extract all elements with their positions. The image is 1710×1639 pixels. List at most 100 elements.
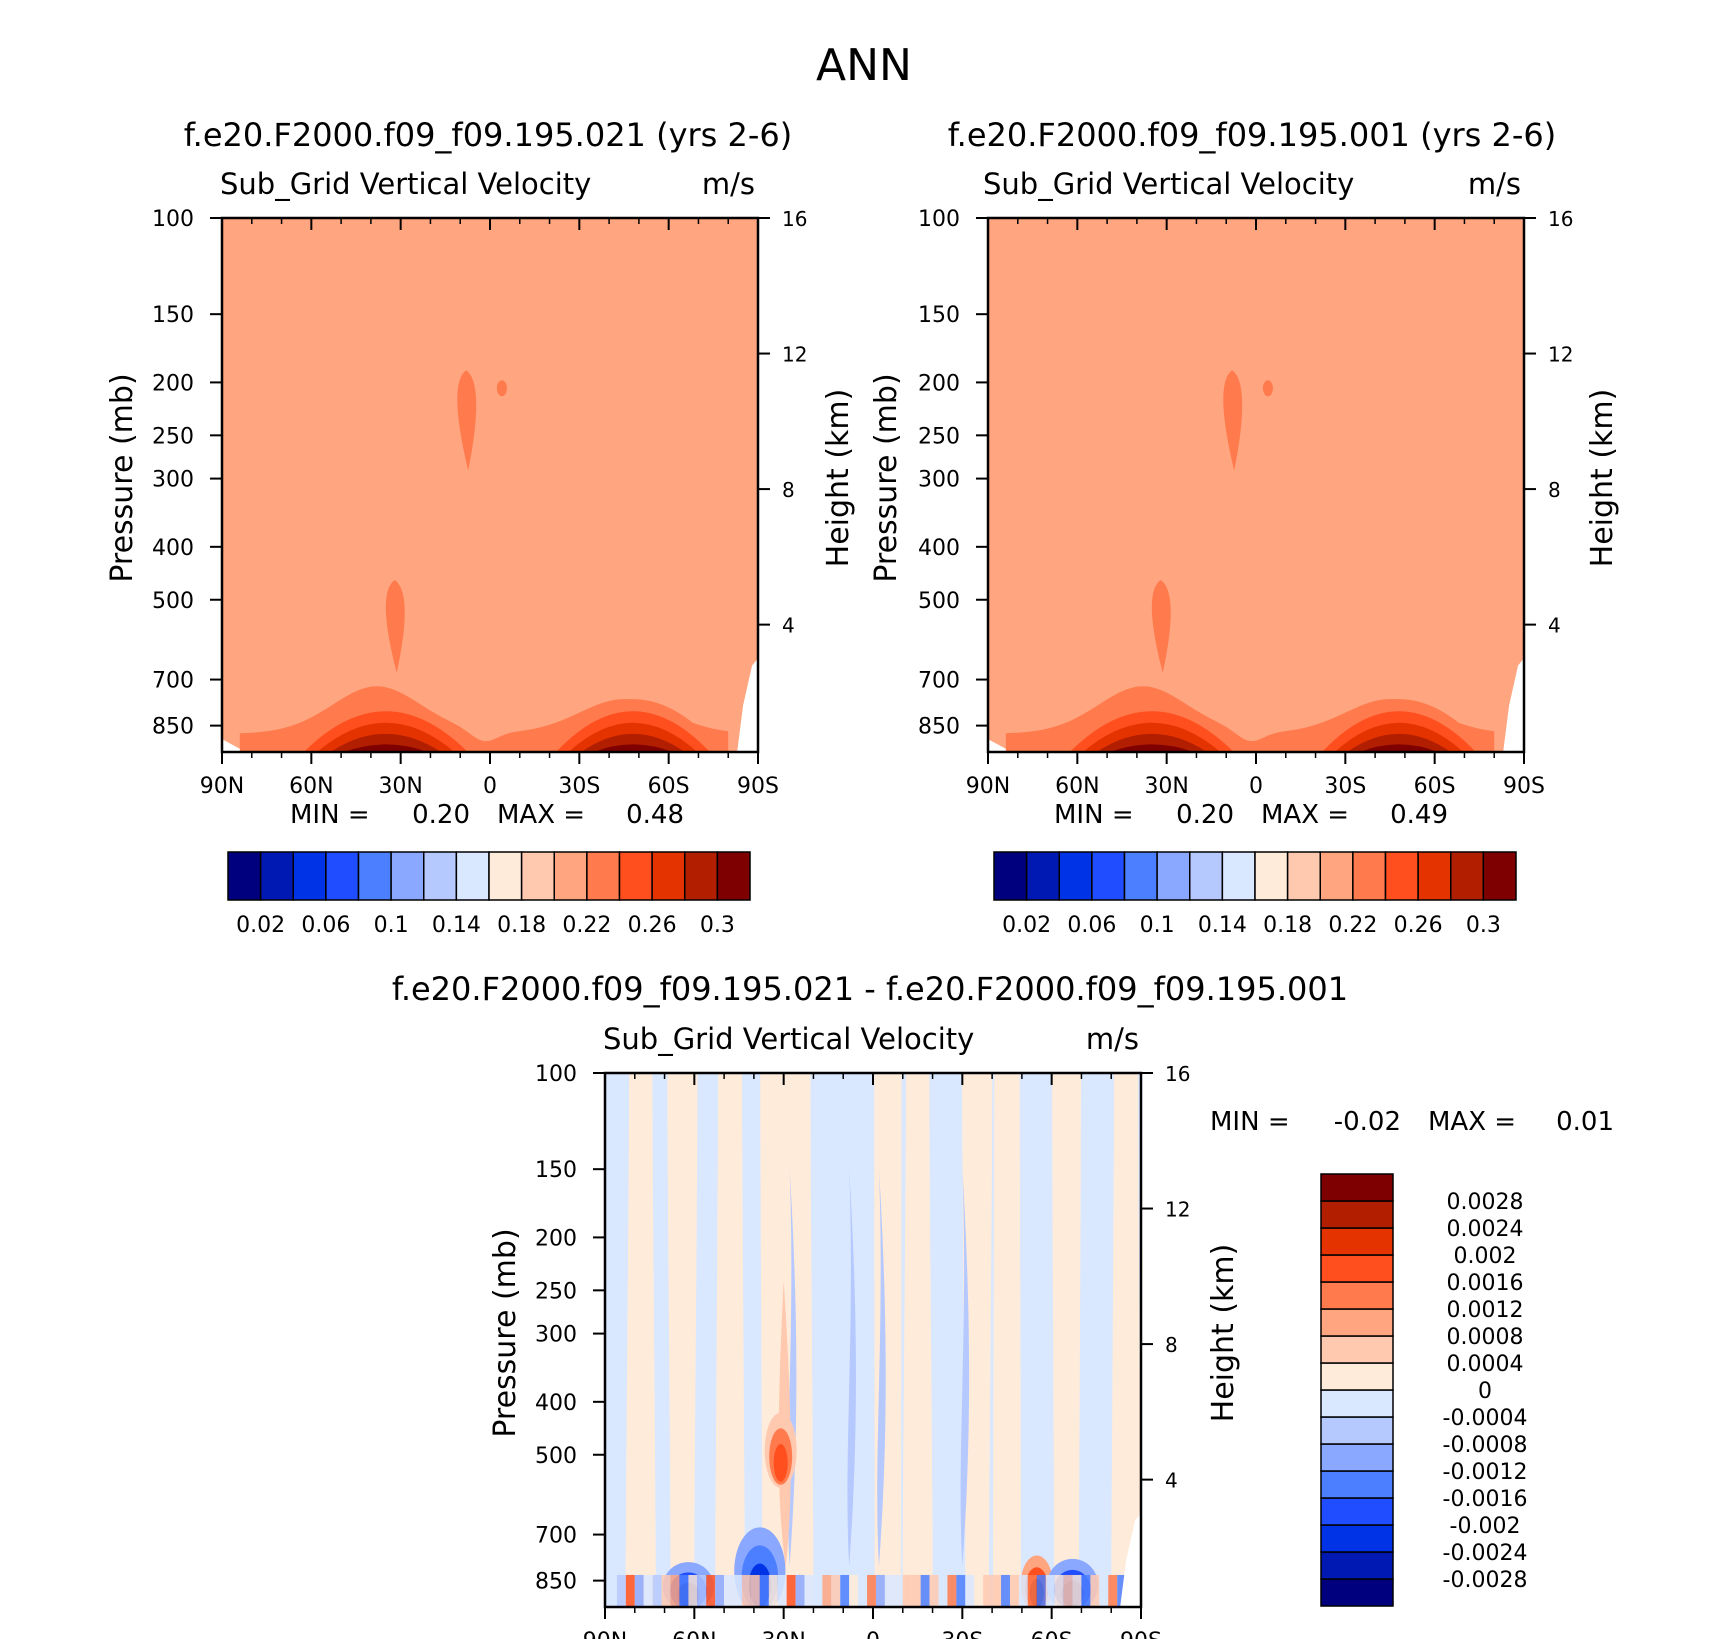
panel-control: f.e20.F2000.f09_f09.195.001 (yrs 2-6) Su…: [869, 116, 1620, 938]
colorbar-box: [1320, 1173, 1394, 1202]
colorbar-box: [1254, 851, 1289, 901]
y-left-tick-label: 700: [152, 669, 194, 694]
missing-data: [737, 658, 758, 752]
low-level-cell: [688, 1574, 698, 1607]
y-left-tick-label: 400: [535, 1391, 577, 1416]
low-level-cell: [902, 1574, 912, 1607]
colorbar-box: [1025, 851, 1060, 901]
colorbar-label: 0.18: [1263, 913, 1312, 938]
y-left-tick-label: 250: [152, 424, 194, 449]
low-level-cell: [768, 1574, 778, 1607]
filament: [1223, 370, 1243, 471]
colorbar-box: [716, 851, 751, 901]
background-field: [222, 218, 758, 752]
panel-case-title: f.e20.F2000.f09_f09.195.021 (yrs 2-6): [184, 116, 793, 154]
x-tick-label: 0: [866, 1629, 880, 1639]
low-level-cell: [1117, 1574, 1127, 1607]
low-level-cell: [724, 1574, 734, 1607]
colorbar-box: [1482, 851, 1517, 901]
x-tick-label: 30N: [761, 1629, 805, 1639]
colorbar-box: [325, 851, 360, 901]
colorbar-box: [1320, 1254, 1394, 1283]
low-level-cell: [1036, 1574, 1046, 1607]
low-level-cell: [947, 1574, 957, 1607]
low-level-cell: [840, 1574, 850, 1607]
colorbar-box: [1320, 1200, 1394, 1229]
low-level-cell: [1081, 1574, 1091, 1607]
panel-case-max-label: MAX =: [497, 800, 585, 830]
colorbar-box: [553, 851, 588, 901]
y-left-tick-label: 200: [535, 1226, 577, 1251]
colorbar-label: 0.02: [236, 913, 285, 938]
y-right-tick-label: 4: [782, 614, 795, 638]
low-level-cell: [1009, 1574, 1019, 1607]
y-left-tick-label: 200: [152, 371, 194, 396]
low-level-cell: [795, 1574, 805, 1607]
colorbar-label: -0.0008: [1443, 1433, 1528, 1458]
panel-difference-plot: 90N 60N 30N 0 30S 60S 90S 100 150 200 250 300 400 500…: [535, 1062, 1190, 1639]
contour-level: [1109, 744, 1194, 752]
contour-level: [581, 733, 685, 752]
panel-difference-max-value: 0.01: [1556, 1107, 1614, 1137]
low-level-cell: [786, 1574, 796, 1607]
low-level-cell: [992, 1574, 1002, 1607]
colorbar-label: 0.26: [628, 913, 677, 938]
colorbar-box: [1417, 851, 1452, 901]
colorbar-label: 0.18: [497, 913, 546, 938]
colorbar-box: [1156, 851, 1191, 901]
x-tick-label: 90S: [1120, 1629, 1162, 1639]
colorbar-box: [1320, 1335, 1394, 1364]
colorbar-label: 0.0004: [1447, 1352, 1524, 1377]
colorbar-label: 0.0012: [1447, 1298, 1524, 1323]
panel-difference-min-label: MIN =: [1210, 1107, 1290, 1137]
difference-column: [625, 1073, 656, 1607]
panel-case-min-value: 0.20: [412, 800, 470, 830]
colorbar-box: [586, 851, 621, 901]
colorbar-box: [1320, 1443, 1394, 1472]
y-left-tick-label: 100: [918, 207, 960, 232]
colorbar-label: -0.0012: [1443, 1460, 1528, 1485]
low-level-cell: [956, 1574, 966, 1607]
difference-column: [715, 1073, 745, 1607]
missing-data: [1503, 658, 1524, 752]
colorbar-box: [1320, 1524, 1394, 1553]
x-tick-label: 90N: [583, 1629, 627, 1639]
panel-control-max-label: MAX =: [1261, 800, 1349, 830]
small-feature: [1262, 380, 1273, 397]
y-left-tick-label: 250: [918, 424, 960, 449]
low-level-cell: [929, 1574, 939, 1607]
colorbar-label: 0.0028: [1447, 1190, 1524, 1215]
low-level-cell: [759, 1574, 769, 1607]
panel-case-min-label: MIN =: [290, 800, 370, 830]
negative-streak: [877, 1169, 886, 1567]
panel-control-max-value: 0.49: [1390, 800, 1448, 830]
colorbar-label: 0.0016: [1447, 1271, 1524, 1296]
panel-difference-title: f.e20.F2000.f09_f09.195.021 - f.e20.F200…: [392, 970, 1348, 1008]
low-level-cell: [697, 1574, 707, 1607]
y-right-tick-label: 4: [1165, 1469, 1178, 1493]
y-left-tick-label: 300: [152, 468, 194, 493]
colorbar-box: [1320, 1362, 1394, 1391]
contour-level: [1096, 733, 1208, 752]
x-tick-label: 90S: [737, 774, 779, 799]
colorbar-label: 0.0008: [1447, 1325, 1524, 1350]
colorbar-box: [1091, 851, 1126, 901]
panel-difference-max-label: MAX =: [1428, 1107, 1516, 1137]
colorbar-box: [1320, 1227, 1394, 1256]
colorbar-label: 0.14: [432, 913, 481, 938]
low-level-cell: [741, 1574, 751, 1607]
low-level-cell: [822, 1574, 832, 1607]
filament: [1151, 579, 1171, 673]
colorbar-box: [1320, 1308, 1394, 1337]
panel-case-y-right-label: Height (km): [821, 389, 856, 568]
colorbar-label: -0.0016: [1443, 1487, 1528, 1512]
filament: [385, 579, 405, 673]
field: [605, 1073, 1141, 1607]
x-tick-label: 60N: [672, 1629, 716, 1639]
panel-difference-y-right-label: Height (km): [1206, 1244, 1241, 1423]
low-level-cell: [983, 1574, 993, 1607]
background-field: [988, 218, 1524, 752]
colorbar-label: -0.0028: [1443, 1568, 1528, 1593]
low-level-cell: [920, 1574, 930, 1607]
low-level-cell: [911, 1574, 921, 1607]
